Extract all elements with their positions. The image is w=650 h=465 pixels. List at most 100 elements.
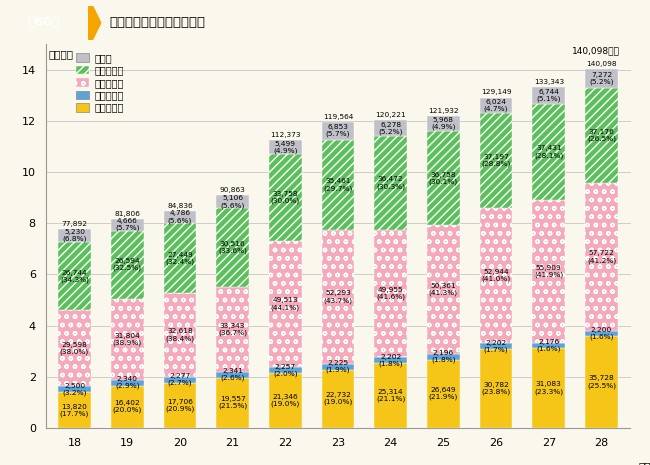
Bar [427,354,460,359]
Bar [427,359,460,428]
Text: 2,202
(1.8%): 2,202 (1.8%) [378,353,403,367]
Text: 120,221: 120,221 [375,112,406,118]
Bar [269,154,302,241]
Bar [374,136,407,230]
Bar [532,87,565,104]
Text: 2,200
(1.6%): 2,200 (1.6%) [590,327,614,340]
Text: 33,758
(30.0%): 33,758 (30.0%) [270,191,300,204]
Text: 49,513
(44.1%): 49,513 (44.1%) [271,298,300,311]
Text: 2,202
(1.7%): 2,202 (1.7%) [484,339,508,353]
Text: 5,106
(5.6%): 5,106 (5.6%) [220,195,245,209]
Bar [585,331,618,336]
FancyArrow shape [88,6,101,40]
Text: 36,472
(30.3%): 36,472 (30.3%) [376,176,405,190]
Text: 52,944
(41.0%): 52,944 (41.0%) [482,269,511,282]
Bar [480,344,512,349]
Text: 121,932: 121,932 [428,108,459,114]
Bar [111,380,144,386]
Text: 26,594
(32.5%): 26,594 (32.5%) [112,258,142,271]
Bar [480,349,512,428]
Text: 2,257
(2.0%): 2,257 (2.0%) [273,364,298,377]
Bar [427,131,460,225]
Text: 140,098: 140,098 [586,61,617,67]
Bar [427,225,460,354]
Bar [532,200,565,343]
Text: 33,343
(36.7%): 33,343 (36.7%) [218,323,247,336]
Text: 37,197
(28.8%): 37,197 (28.8%) [482,154,511,167]
Text: 35,728
(25.5%): 35,728 (25.5%) [587,376,616,389]
Bar [164,383,196,428]
Bar [269,373,302,428]
Text: （年度）: （年度） [638,461,650,465]
Bar [374,120,407,136]
Bar [480,113,512,208]
Text: 119,564: 119,564 [323,114,353,120]
Text: 129,149: 129,149 [481,89,512,95]
Text: 26,649
(21.9%): 26,649 (21.9%) [429,387,458,400]
Text: 26,744
(34.3%): 26,744 (34.3%) [60,270,89,283]
Bar [111,231,144,299]
Bar [58,242,91,310]
Text: 140,098億円: 140,098億円 [572,46,620,55]
Text: 112,373: 112,373 [270,133,300,139]
Text: 4,786
(5.6%): 4,786 (5.6%) [168,210,192,224]
Bar [216,208,249,286]
Text: 49,955
(41.6%): 49,955 (41.6%) [376,287,405,300]
Bar [216,372,249,378]
Text: 81,806: 81,806 [114,211,140,217]
Text: 4,666
(5.7%): 4,666 (5.7%) [115,218,140,231]
Bar [164,211,196,223]
Bar [585,88,618,183]
Text: 第60図: 第60図 [28,16,60,29]
Text: 13,820
(17.7%): 13,820 (17.7%) [60,404,89,417]
Text: 17,706
(20.9%): 17,706 (20.9%) [165,399,194,412]
Bar [532,104,565,200]
Text: 2,225
(1.9%): 2,225 (1.9%) [326,360,350,373]
Text: 31,083
(23.3%): 31,083 (23.3%) [534,381,564,395]
Text: 25,314
(21.1%): 25,314 (21.1%) [376,389,406,402]
Bar [532,343,565,348]
Text: 37,431
(28.1%): 37,431 (28.1%) [534,145,564,159]
Bar [164,223,196,293]
Text: 30,782
(23.8%): 30,782 (23.8%) [482,382,511,395]
Text: 27,449
(32.4%): 27,449 (32.4%) [165,252,194,265]
Bar [216,195,249,208]
Text: 5,499
(4.9%): 5,499 (4.9%) [273,141,298,154]
Bar [269,140,302,154]
Bar [269,367,302,373]
Text: 5,968
(4.9%): 5,968 (4.9%) [431,117,456,130]
Bar [58,229,91,242]
Bar [322,122,354,140]
Text: 2,340
(2.9%): 2,340 (2.9%) [115,376,140,390]
Bar [427,116,460,131]
Text: 57,722
(41.2%): 57,722 (41.2%) [587,250,616,264]
Text: 6,278
(5.2%): 6,278 (5.2%) [378,122,403,135]
Text: 37,176
(26.5%): 37,176 (26.5%) [587,129,616,142]
Text: 35,461
(29.7%): 35,461 (29.7%) [323,178,353,192]
Text: 2,176
(1.6%): 2,176 (1.6%) [536,339,561,352]
Bar [322,364,354,370]
Text: 6,024
(4.7%): 6,024 (4.7%) [484,99,508,112]
Text: 52,293
(43.7%): 52,293 (43.7%) [324,291,352,304]
Text: 29,598
(38.0%): 29,598 (38.0%) [60,342,89,355]
Text: 77,892: 77,892 [62,220,88,226]
Text: 55,909
(41.9%): 55,909 (41.9%) [534,265,564,278]
Bar [164,377,196,383]
Bar [532,348,565,428]
Text: 21,346
(19.0%): 21,346 (19.0%) [270,394,300,407]
Text: 6,853
(5.7%): 6,853 (5.7%) [326,124,350,137]
Text: 扶助費の目的別内訳の推移: 扶助費の目的別内訳の推移 [109,16,205,29]
Bar [269,241,302,367]
Bar [58,386,91,392]
Text: 22,732
(19.0%): 22,732 (19.0%) [323,392,353,405]
Bar [374,363,407,428]
Text: 2,341
(2.6%): 2,341 (2.6%) [220,368,245,381]
Bar [322,370,354,428]
Text: 2,277
(2.7%): 2,277 (2.7%) [168,373,192,386]
Text: 5,230
(6.8%): 5,230 (6.8%) [62,229,86,242]
Bar [216,286,249,372]
Text: 7,272
(5.2%): 7,272 (5.2%) [590,72,614,86]
Bar [216,378,249,428]
Bar [585,336,618,428]
Text: 19,557
(21.5%): 19,557 (21.5%) [218,396,247,409]
